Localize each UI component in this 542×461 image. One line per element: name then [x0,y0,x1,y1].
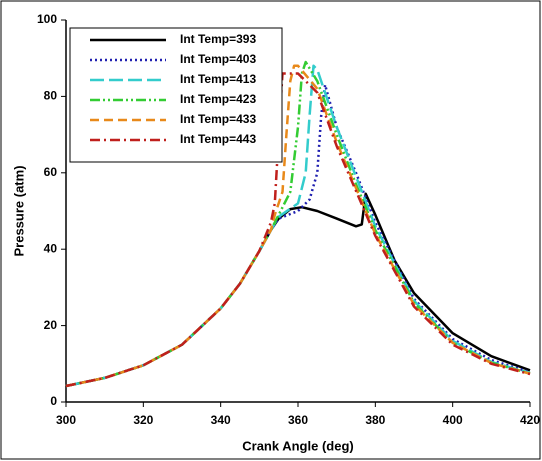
x-tick-label: 400 [443,413,463,427]
y-axis-label: Pressure (atm) [11,165,26,256]
x-tick-label: 420 [520,413,540,427]
legend-label: Int Temp=403 [180,52,256,66]
y-tick-label: 20 [44,318,58,332]
x-tick-label: 360 [288,413,308,427]
legend-label: Int Temp=423 [180,92,256,106]
legend-label: Int Temp=443 [180,132,256,146]
y-tick-label: 60 [44,165,58,179]
legend-label: Int Temp=433 [180,112,256,126]
x-tick-label: 320 [133,413,153,427]
legend-label: Int Temp=413 [180,72,256,86]
legend-label: Int Temp=393 [180,32,256,46]
x-tick-label: 300 [56,413,76,427]
y-tick-label: 40 [44,241,58,255]
x-tick-label: 340 [211,413,231,427]
y-tick-label: 80 [44,89,58,103]
y-tick-label: 100 [37,12,57,26]
y-tick-label: 0 [50,394,57,408]
x-axis-label: Crank Angle (deg) [242,438,353,453]
x-tick-label: 380 [365,413,385,427]
